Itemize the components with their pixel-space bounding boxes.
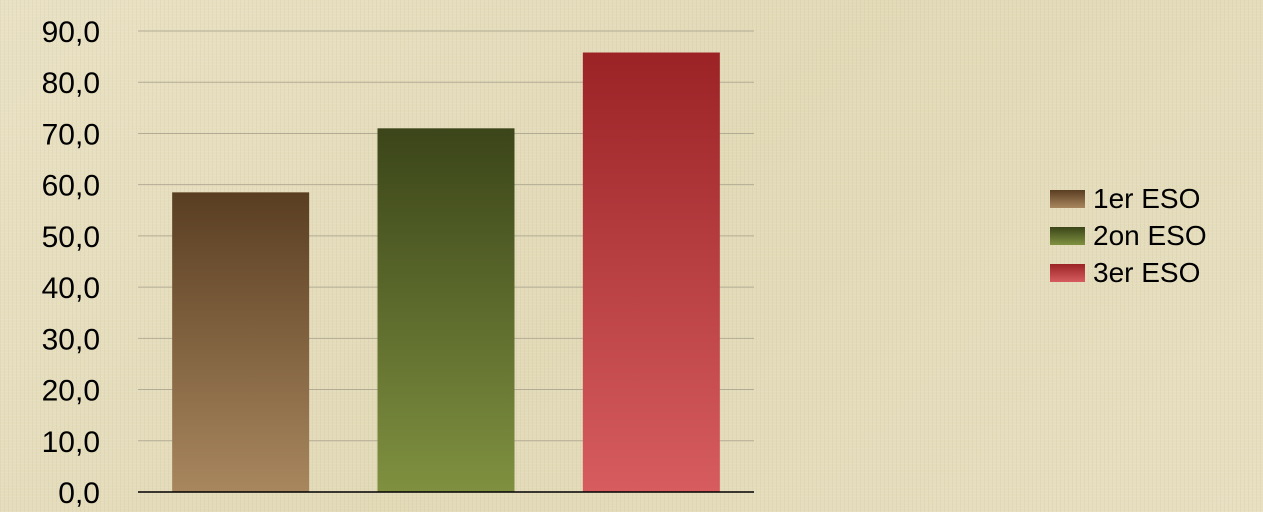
- legend-label: 2on ESO: [1093, 219, 1207, 251]
- y-tick-label: 90,0: [42, 16, 100, 49]
- y-tick-label: 60,0: [42, 170, 100, 203]
- bars: [172, 52, 720, 493]
- legend-item-1er-eso: 1er ESO: [1050, 180, 1207, 217]
- y-tick-label: 40,0: [42, 272, 100, 305]
- legend-item-3er-eso: 3er ESO: [1050, 254, 1207, 291]
- bar-1er-eso: [172, 192, 310, 492]
- legend-swatch: [1050, 189, 1085, 208]
- legend-swatch: [1050, 263, 1085, 282]
- y-tick-label: 10,0: [42, 426, 100, 459]
- y-tick-label: 0,0: [58, 477, 100, 510]
- legend-swatch: [1050, 226, 1085, 245]
- y-axis-tick-labels: 0,0 10,0 20,0 30,0 40,0 50,0 60,0 70,0 80,0 90,0: [42, 16, 100, 510]
- legend-label: 1er ESO: [1093, 182, 1201, 214]
- legend-item-2on-eso: 2on ESO: [1050, 217, 1207, 254]
- legend-label: 3er ESO: [1093, 256, 1201, 288]
- bar-3er-eso: [582, 52, 720, 492]
- y-tick-label: 30,0: [42, 323, 100, 356]
- y-tick-label: 80,0: [42, 67, 100, 100]
- legend: 1er ESO 2on ESO 3er ESO: [1050, 180, 1207, 291]
- bar-2on-eso: [377, 128, 515, 493]
- y-tick-label: 20,0: [42, 375, 100, 408]
- y-tick-label: 70,0: [42, 118, 100, 151]
- y-tick-label: 50,0: [42, 221, 100, 254]
